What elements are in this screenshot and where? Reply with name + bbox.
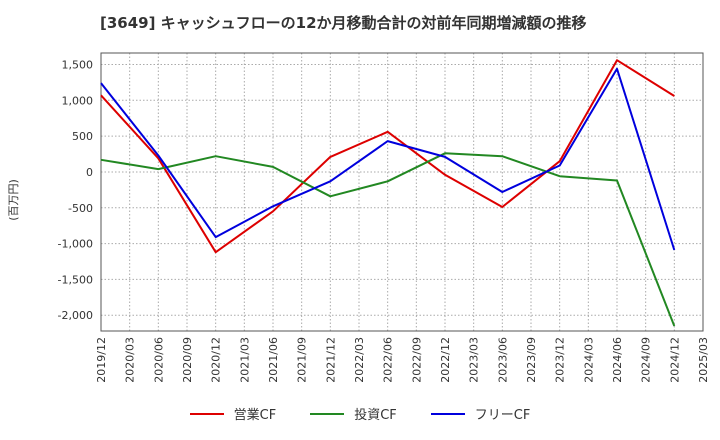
x-tick-label: 2024/03 — [582, 337, 595, 383]
y-tick-label: 1,000 — [62, 94, 94, 107]
x-tick-label: 2023/06 — [496, 337, 509, 383]
y-tick-label: -1,500 — [58, 273, 93, 286]
x-tick-label: 2024/12 — [668, 337, 681, 383]
x-tick-label: 2024/09 — [640, 337, 653, 383]
grid-layer — [101, 53, 703, 331]
series-line-営業CF — [100, 59, 675, 254]
plot-border — [100, 52, 704, 332]
legend-item: 投資CF — [310, 404, 397, 423]
legend-item: フリーCF — [430, 404, 531, 423]
x-tick-label: 2020/09 — [181, 337, 194, 383]
legend-swatch — [310, 412, 345, 415]
y-tick-label: -1,000 — [58, 238, 93, 251]
x-tick-label: 2022/06 — [382, 337, 395, 383]
x-tick-label: 2020/12 — [210, 337, 223, 383]
x-tick-label: 2025/03 — [697, 337, 710, 383]
legend-swatch — [189, 412, 224, 415]
y-tick-label: 500 — [72, 130, 93, 143]
x-tick-label: 2022/09 — [410, 337, 423, 383]
series-line-フリーCF — [100, 67, 676, 251]
y-tick-label: 0 — [86, 166, 93, 179]
x-tick-label: 2021/09 — [296, 337, 309, 383]
legend-item: 営業CF — [189, 404, 277, 423]
x-tick-label: 2020/03 — [124, 337, 137, 383]
series-layer — [100, 59, 676, 327]
y-tick-label: -500 — [68, 202, 93, 215]
legend: 営業CF 投資CF フリーCF — [0, 404, 720, 423]
x-tick-label: 2021/03 — [238, 337, 251, 383]
x-tick-label: 2023/03 — [468, 337, 481, 383]
legend-swatch — [430, 412, 465, 415]
legend-label: 投資CF — [354, 408, 397, 423]
x-tick-label: 2023/12 — [554, 337, 567, 383]
x-tick-label: 2019/12 — [95, 337, 108, 383]
x-tick-label: 2022/12 — [439, 337, 452, 383]
x-tick-label: 2023/09 — [525, 337, 538, 383]
axis-layer: 2019/12 2020/03 2020/06 2020/09 2020/12 2021/… — [58, 52, 710, 383]
y-axis-label: (百万円) — [7, 179, 20, 221]
y-tick-label: -2,000 — [58, 309, 93, 322]
x-tick-label: 2022/03 — [353, 337, 366, 383]
legend-label: フリーCF — [474, 408, 531, 423]
x-tick-label: 2020/06 — [152, 337, 165, 383]
x-tick-label: 2021/12 — [324, 337, 337, 383]
series-line-投資CF — [100, 152, 676, 327]
chart-title: [3649] キャッシュフローの12か月移動合計の対前年同期増減額の推移 — [100, 14, 587, 32]
x-tick-label: 2021/06 — [267, 337, 280, 383]
legend-label: 営業CF — [233, 408, 277, 423]
x-tick-label: 2024/06 — [611, 337, 624, 383]
y-tick-label: 1,500 — [62, 58, 94, 71]
